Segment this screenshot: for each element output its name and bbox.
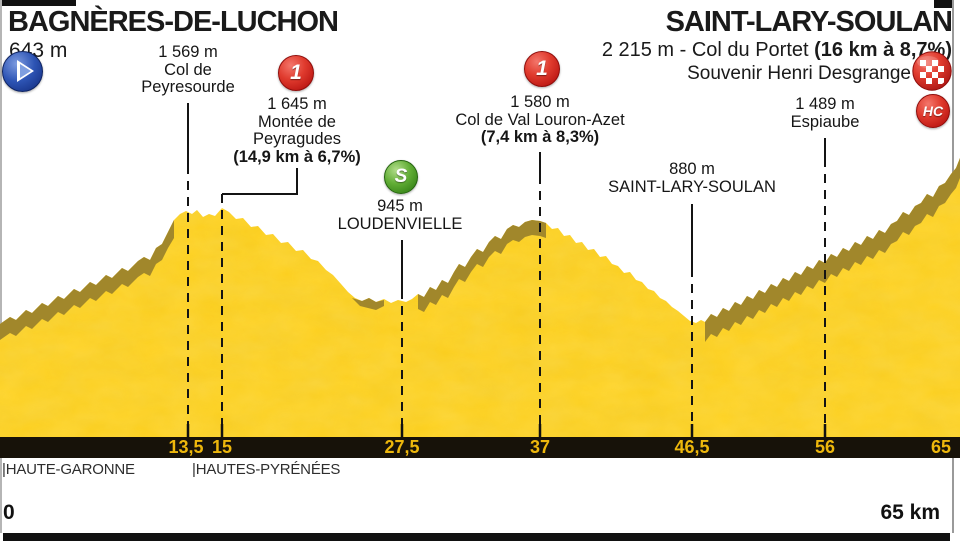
finish-altitude-line: 2 215 m - Col du Portet (16 km à 8,7%) xyxy=(602,39,952,62)
department-label-hautes-pyrenees: |HAUTES-PYRÉNÉES xyxy=(192,461,341,478)
waypoint-gradient: (7,4 km à 8,3%) xyxy=(480,128,600,146)
waypoint-loudenvielle: 945 m LOUDENVIELLE xyxy=(337,197,463,233)
waypoint-espiaube: 1 489 m Espiaube xyxy=(790,95,860,131)
waypoint-name: Espiaube xyxy=(790,112,860,131)
frame-bottom-border xyxy=(3,533,950,541)
souvenir-henri-desgrange-label: Souvenir Henri Desgrange xyxy=(687,63,911,84)
waypoint-name: Col de xyxy=(164,60,212,79)
km-tick-label: 46,5 xyxy=(674,437,710,457)
waypoint-gradient: (14,9 km à 6,7%) xyxy=(233,147,361,166)
play-icon[interactable] xyxy=(2,51,43,92)
waypoint-elevation: 1 580 m xyxy=(510,93,570,111)
department-label-haute-garonne: |HAUTE-GARONNE xyxy=(2,461,135,478)
km-tick-label: 65 xyxy=(930,437,952,457)
mountain-texture xyxy=(0,158,960,437)
km-tick-label: 27,5 xyxy=(384,437,420,457)
waypoint-montee-de-peyragudes: 1 645 m Montée de Peyragudes (14,9 km à … xyxy=(233,95,361,166)
category-1-badge-peyragudes: 1 xyxy=(278,55,314,91)
hc-badge-label: HC xyxy=(922,103,944,119)
km-tick-label: 15 xyxy=(211,437,233,457)
start-town-title: BAGNÈRES-DE-LUCHON xyxy=(8,6,339,38)
category-1-label: 1 xyxy=(290,61,302,84)
scale-end-label: 65 km xyxy=(880,501,940,524)
waypoint-elevation: 880 m xyxy=(669,160,715,178)
finish-altitude: 2 215 m - Col du Portet xyxy=(601,39,815,61)
waypoint-name: Montée de xyxy=(258,112,336,131)
waypoint-name: LOUDENVIELLE xyxy=(337,214,463,233)
scale-start-label: 0 xyxy=(3,501,15,524)
sprint-label: S xyxy=(394,166,408,187)
waypoint-name: Col de Val Louron-Azet xyxy=(455,110,625,129)
waypoint-name: Peyresourde xyxy=(141,78,235,96)
axis-ticks xyxy=(186,424,827,437)
km-tick-label: 56 xyxy=(814,437,836,457)
waypoint-elevation: 1 489 m xyxy=(795,95,855,113)
waypoint-dashed-lines xyxy=(187,158,826,435)
waypoint-col-de-peyresourde: 1 569 m Col de Peyresourde xyxy=(141,43,235,97)
waypoint-elevation: 945 m xyxy=(377,197,423,215)
climb-shadow-bands xyxy=(0,158,960,342)
frame-top-right xyxy=(934,0,954,8)
waypoint-elevation: 1 569 m xyxy=(158,43,218,61)
km-tick-label: 37 xyxy=(529,437,551,457)
sprint-s-badge: S xyxy=(384,160,418,194)
play-triangle-inner xyxy=(20,64,31,78)
waypoint-callout-lines xyxy=(187,103,826,290)
frame-top-left xyxy=(0,0,76,6)
waypoint-elevation: 1 645 m xyxy=(267,95,327,113)
hc-badge: HC xyxy=(916,94,950,128)
frame-left-border xyxy=(0,0,2,533)
distance-axis-bar: 13,5 15 27,5 37 46,5 56 65 xyxy=(0,437,960,458)
finish-town-title: SAINT-LARY-SOULAN xyxy=(665,6,953,38)
waypoint-saint-lary-soulan: 880 m SAINT-LARY-SOULAN xyxy=(608,160,776,196)
checkered-flag-icon xyxy=(912,51,952,91)
finish-climb-stats: (16 km à 8,7%) xyxy=(814,39,952,61)
km-tick-label: 13,5 xyxy=(168,437,204,457)
waypoint-name: SAINT-LARY-SOULAN xyxy=(608,177,776,196)
category-1-label: 1 xyxy=(536,57,548,80)
category-1-badge-val-louron-azet: 1 xyxy=(524,51,560,87)
waypoint-col-de-val-louron-azet: 1 580 m Col de Val Louron-Azet (7,4 km à… xyxy=(455,93,625,147)
waypoint-name: Peyragudes xyxy=(252,130,342,148)
